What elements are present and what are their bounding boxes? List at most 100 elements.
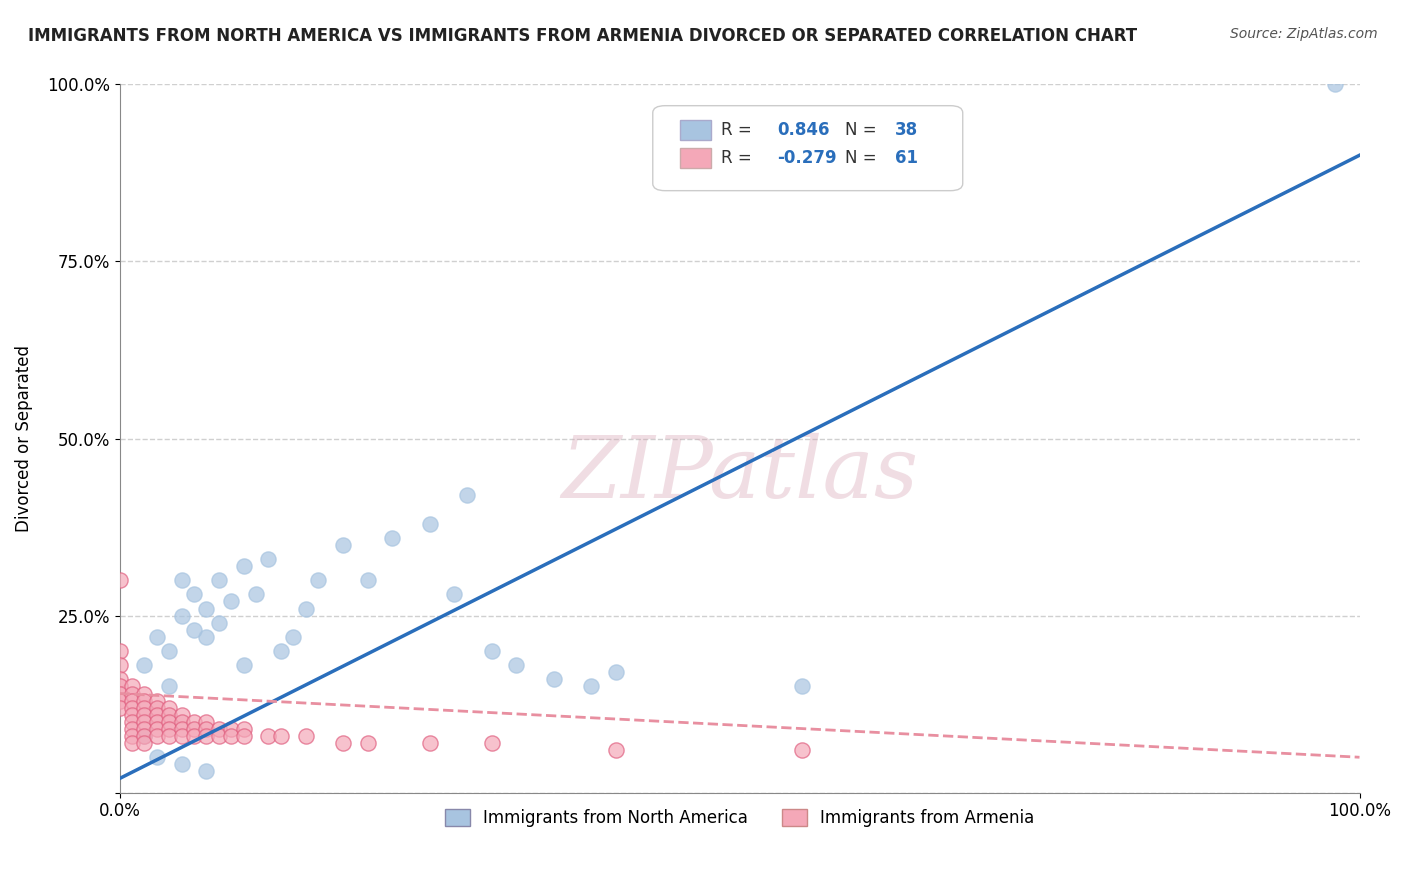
Point [195, 722, 218, 736]
Point [146, 722, 169, 736]
Point [146, 750, 169, 764]
Point [183, 623, 205, 637]
Point [146, 729, 169, 743]
Point [332, 736, 354, 750]
Point [356, 573, 378, 587]
Point [108, 573, 131, 587]
Text: R =: R = [721, 120, 752, 139]
Point [108, 680, 131, 694]
Point [183, 714, 205, 729]
Text: IMMIGRANTS FROM NORTH AMERICA VS IMMIGRANTS FROM ARMENIA DIVORCED OR SEPARATED C: IMMIGRANTS FROM NORTH AMERICA VS IMMIGRA… [28, 27, 1137, 45]
Point [381, 531, 404, 545]
Point [121, 707, 143, 722]
Point [170, 707, 193, 722]
Point [134, 700, 156, 714]
Point [481, 644, 503, 658]
Point [208, 729, 231, 743]
Point [170, 729, 193, 743]
Point [157, 680, 180, 694]
FancyBboxPatch shape [681, 148, 711, 168]
Point [790, 680, 813, 694]
Point [108, 644, 131, 658]
Text: N =: N = [845, 149, 876, 167]
Point [134, 714, 156, 729]
Point [419, 516, 441, 531]
Point [146, 714, 169, 729]
Point [579, 680, 602, 694]
Point [232, 658, 254, 673]
Point [108, 673, 131, 687]
Point [294, 601, 316, 615]
Point [195, 729, 218, 743]
Point [108, 700, 131, 714]
Text: 38: 38 [894, 120, 918, 139]
Point [121, 736, 143, 750]
Point [134, 658, 156, 673]
Text: R =: R = [721, 149, 752, 167]
Y-axis label: Divorced or Separated: Divorced or Separated [15, 345, 32, 532]
Point [134, 729, 156, 743]
Point [356, 736, 378, 750]
Point [481, 736, 503, 750]
Point [1323, 78, 1346, 92]
Point [208, 615, 231, 630]
Point [170, 722, 193, 736]
Point [443, 587, 465, 601]
Point [146, 630, 169, 644]
Point [790, 743, 813, 757]
Point [332, 538, 354, 552]
Point [195, 630, 218, 644]
Point [157, 729, 180, 743]
Point [170, 608, 193, 623]
Point [146, 707, 169, 722]
Point [245, 587, 267, 601]
Point [157, 700, 180, 714]
Text: 0.846: 0.846 [776, 120, 830, 139]
Point [183, 729, 205, 743]
Point [121, 729, 143, 743]
Point [195, 601, 218, 615]
Point [134, 686, 156, 700]
Point [456, 488, 478, 502]
Point [108, 686, 131, 700]
Point [219, 722, 242, 736]
Point [219, 729, 242, 743]
Point [134, 729, 156, 743]
Point [157, 707, 180, 722]
Point [134, 693, 156, 707]
Point [307, 573, 329, 587]
Point [270, 644, 292, 658]
Text: ZIPatlas: ZIPatlas [561, 433, 918, 516]
Point [157, 714, 180, 729]
Point [195, 764, 218, 779]
Point [270, 729, 292, 743]
Point [170, 757, 193, 772]
Point [170, 714, 193, 729]
Point [183, 722, 205, 736]
Point [208, 722, 231, 736]
Point [257, 552, 280, 566]
Text: -0.279: -0.279 [776, 149, 837, 167]
Point [108, 693, 131, 707]
Point [134, 707, 156, 722]
Point [134, 722, 156, 736]
Point [294, 729, 316, 743]
FancyBboxPatch shape [652, 105, 963, 191]
Point [157, 722, 180, 736]
Point [121, 722, 143, 736]
Text: Source: ZipAtlas.com: Source: ZipAtlas.com [1230, 27, 1378, 41]
Point [232, 559, 254, 574]
Point [419, 736, 441, 750]
Point [170, 573, 193, 587]
Point [605, 665, 627, 680]
Point [208, 573, 231, 587]
Point [121, 680, 143, 694]
Point [121, 700, 143, 714]
Point [605, 743, 627, 757]
Text: 61: 61 [894, 149, 918, 167]
Point [146, 693, 169, 707]
Text: N =: N = [845, 120, 876, 139]
Point [195, 714, 218, 729]
Point [219, 594, 242, 608]
Point [543, 673, 565, 687]
